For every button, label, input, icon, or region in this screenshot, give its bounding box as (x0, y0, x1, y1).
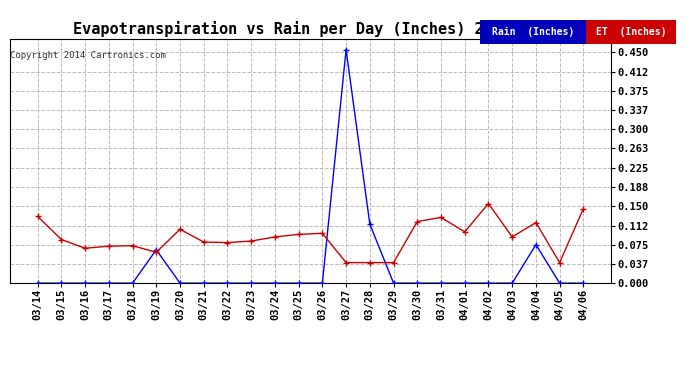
Title: Evapotranspiration vs Rain per Day (Inches) 20140407: Evapotranspiration vs Rain per Day (Inch… (73, 21, 548, 37)
Text: Rain  (Inches): Rain (Inches) (491, 27, 574, 37)
Text: Copyright 2014 Cartronics.com: Copyright 2014 Cartronics.com (10, 51, 166, 60)
FancyBboxPatch shape (586, 20, 676, 44)
Text: ET  (Inches): ET (Inches) (595, 27, 667, 37)
FancyBboxPatch shape (480, 20, 586, 44)
